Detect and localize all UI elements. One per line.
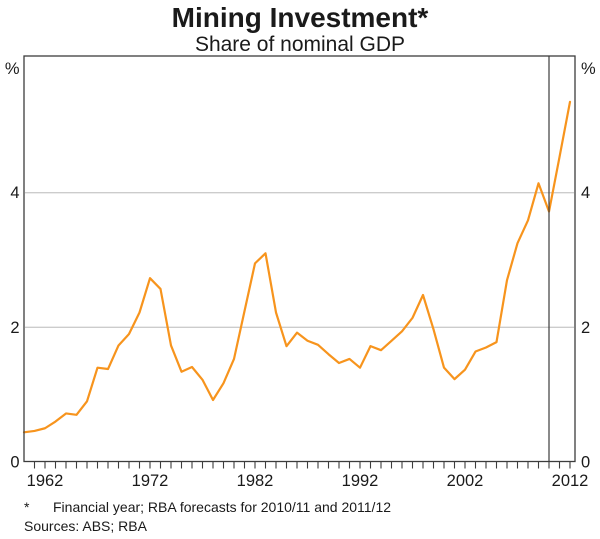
- y-axis-labels-layer: % % 0 0 2 2 4 4: [5, 60, 596, 471]
- plot-border: [23, 55, 576, 463]
- x-axis-ticks-layer: [33, 461, 571, 469]
- x-axis-labels-layer: 1962 1972 1982 1992 2002 2012: [27, 472, 589, 490]
- y-axis-value-label-right: 2: [581, 319, 590, 337]
- y-axis-value-label-left: 4: [10, 184, 19, 202]
- gridlines-layer: [25, 191, 574, 328]
- footnote-asterisk: *: [24, 499, 30, 515]
- y-axis-percent-label-left: %: [5, 60, 20, 78]
- x-axis-label: 2012: [552, 472, 589, 490]
- footnote-text: Financial year; RBA forecasts for 2010/1…: [53, 499, 391, 515]
- data-series-layer: [22, 100, 572, 434]
- y-axis-percent-label-right: %: [581, 60, 596, 78]
- x-axis-label: 1972: [132, 472, 169, 490]
- y-axis-value-label-left: 2: [10, 319, 19, 337]
- y-axis-value-label-right: 0: [581, 453, 590, 471]
- chart-subtitle: Share of nominal GDP: [195, 33, 405, 56]
- x-axis-label: 1982: [237, 472, 274, 490]
- x-axis-label: 1962: [27, 472, 64, 490]
- sources-text: Sources: ABS; RBA: [24, 518, 148, 534]
- x-axis-label: 1992: [342, 472, 379, 490]
- footnote-block: * Financial year; RBA forecasts for 2010…: [24, 499, 391, 534]
- y-axis-value-label-left: 0: [10, 453, 19, 471]
- mining-investment-line: [22, 100, 572, 434]
- x-axis-label: 2002: [447, 472, 484, 490]
- chart-title: Mining Investment*: [172, 2, 429, 33]
- y-axis-value-label-right: 4: [581, 184, 590, 202]
